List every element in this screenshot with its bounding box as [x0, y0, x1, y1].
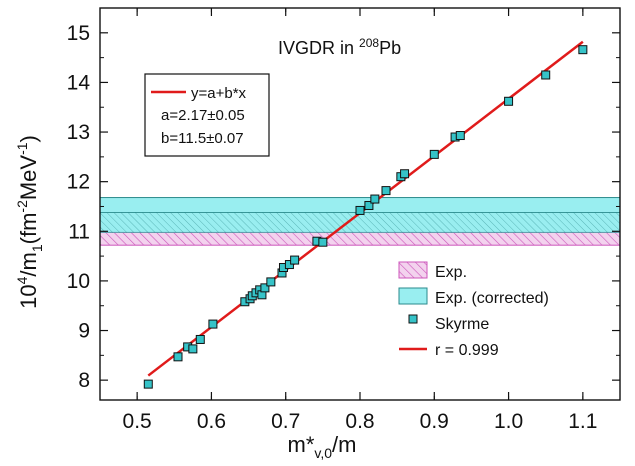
y-tick-label: 11 — [68, 220, 90, 243]
skyrme-point — [455, 131, 465, 141]
title-element: Pb — [379, 38, 401, 58]
skyrme-point — [400, 169, 410, 179]
x-axis-title: m*v,0/m — [288, 432, 357, 461]
skyrme-point — [195, 334, 205, 344]
y-tick-label: 14 — [67, 71, 91, 94]
x-axis-title-tail: /m — [332, 432, 356, 457]
x-axis-title-main: m* — [288, 432, 315, 457]
y-axis-title-d: 1 — [29, 244, 45, 252]
x-tick-label: 0.7 — [271, 410, 300, 433]
y-tick-label: 12 — [67, 171, 90, 194]
y-axis-title-f: -2 — [14, 200, 30, 213]
legend-exp-label: Exp. — [435, 264, 467, 281]
y-axis-title-e: (fm — [16, 213, 41, 245]
skyrme-point — [208, 319, 218, 329]
x-axis-title-sub: v,0 — [314, 445, 332, 461]
legend-fit-label: r = 0.999 — [435, 342, 499, 359]
skyrme-point — [188, 344, 198, 354]
y-ticks: 8 9 10 11 12 13 14 15 — [67, 22, 620, 392]
x-tick-label: 1.1 — [568, 410, 597, 433]
skyrme-point — [355, 205, 365, 215]
band-exp — [99, 231, 621, 246]
chart-title: IVGDR in 208Pb — [278, 36, 401, 58]
skyrme-point — [364, 200, 374, 210]
legend-corrected-label: Exp. (corrected) — [435, 290, 549, 307]
skyrme-point — [143, 379, 153, 389]
title-prefix: IVGDR in — [278, 38, 359, 58]
skyrme-point — [370, 194, 380, 204]
y-axis-title-i: ) — [16, 135, 41, 142]
fit-box-frame — [144, 73, 270, 157]
y-axis-title-h: -1 — [14, 142, 30, 155]
x-tick-label: 0.6 — [197, 410, 226, 433]
x-tick-label: 0.8 — [345, 410, 374, 433]
skyrme-point — [578, 45, 588, 55]
skyrme-point — [266, 277, 276, 287]
fit-box-b: b=11.5±0.07 — [161, 130, 244, 147]
skyrme-point — [541, 70, 551, 80]
skyrme-point — [173, 352, 183, 362]
legend-corrected-swatch — [398, 287, 428, 305]
bands-layer — [99, 197, 621, 246]
points-layer — [143, 45, 588, 389]
y-axis-title-c: /m — [16, 252, 41, 276]
skyrme-point — [429, 149, 439, 159]
y-axis-title: 104/m1(fm-2MeV-1) — [14, 135, 45, 309]
legend-skyrme-marker — [408, 314, 418, 324]
skyrme-point — [504, 96, 514, 106]
x-tick-label: 0.9 — [420, 410, 449, 433]
skyrme-point — [290, 255, 300, 265]
y-tick-label: 9 — [78, 320, 90, 343]
y-tick-label: 13 — [67, 121, 90, 144]
fit-box-equation: y=a+b*x — [191, 85, 247, 102]
legend-exp-swatch — [398, 261, 428, 279]
x-tick-label: 1.0 — [494, 410, 523, 433]
y-tick-label: 15 — [67, 22, 90, 45]
x-ticks: 0.5 0.6 0.7 0.8 0.9 1.0 1.1 — [123, 8, 597, 433]
y-axis-title-g: MeV — [16, 155, 41, 201]
fit-box-a: a=2.17±0.05 — [161, 107, 245, 124]
skyrme-point — [260, 283, 270, 293]
fit-box: y=a+b*x a=2.17±0.05 b=11.5±0.07 — [144, 73, 270, 157]
legend: Exp. Exp. (corrected) Skyrme r = 0.999 — [398, 261, 549, 359]
y-tick-label: 8 — [78, 369, 90, 392]
title-mass-number: 208 — [359, 36, 379, 50]
legend-skyrme-label: Skyrme — [435, 316, 489, 333]
x-tick-label: 0.5 — [123, 410, 152, 433]
band-corrected-hatch — [100, 212, 620, 233]
y-axis-title-a: 10 — [16, 284, 41, 308]
skyrme-point — [381, 186, 391, 196]
y-tick-label: 10 — [67, 270, 90, 293]
skyrme-point — [318, 237, 328, 247]
y-axis-title-b: 4 — [14, 276, 30, 284]
